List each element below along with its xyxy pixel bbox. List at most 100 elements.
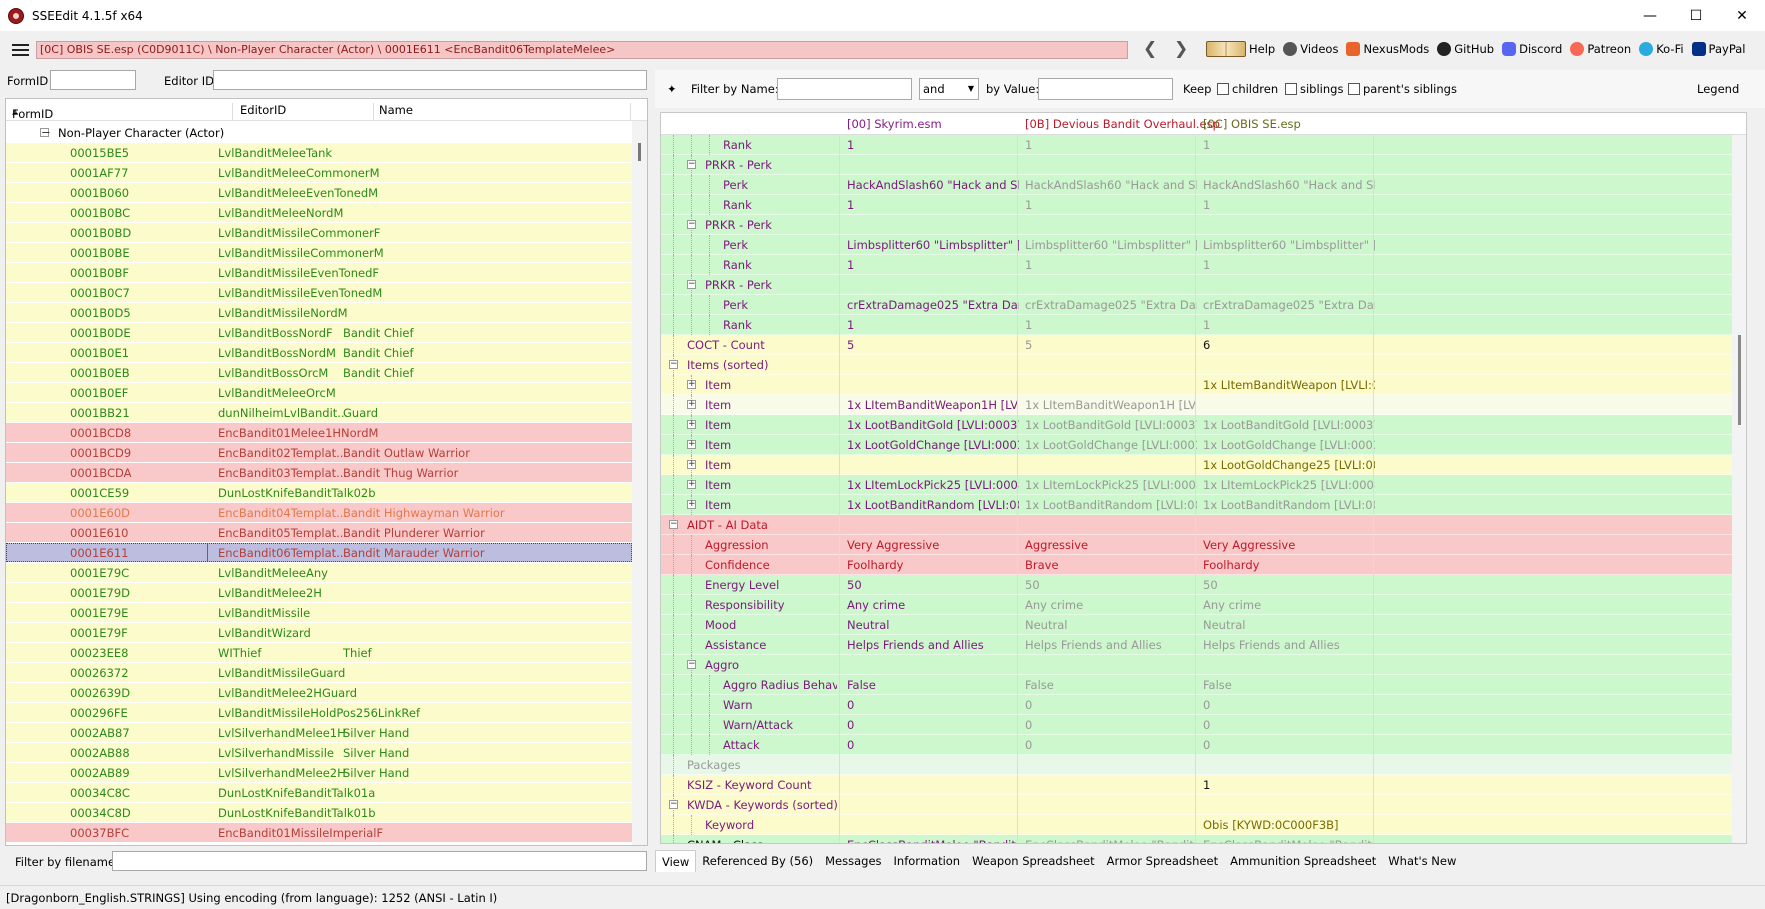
record-tree[interactable]: FormID ▲ EditorID Name − Non-Player Char… — [5, 98, 648, 846]
kofi-link[interactable]: Ko-Fi — [1639, 42, 1684, 56]
grid-row[interactable]: Energy Level 50 50 50 — [661, 575, 1746, 595]
col-formid[interactable]: FormID ▲ — [12, 107, 54, 121]
tree-row[interactable]: 00034C8C DunLostKnifeBanditTalk01a — [6, 783, 632, 803]
grid-row[interactable]: − KWDA - Keywords (sorted) — [661, 795, 1746, 815]
tree-row[interactable]: 0002AB88 LvlSilverhandMissile Silver Hand — [6, 743, 632, 763]
expand-icon[interactable]: + — [687, 419, 696, 429]
grid-row[interactable]: Rank 1 1 1 — [661, 315, 1746, 335]
grid-row[interactable]: + Item 1x LootGoldChange [LVLI:00037... 1x … — [661, 435, 1746, 455]
tree-group-row[interactable]: − Non-Player Character (Actor) — [6, 123, 632, 143]
grid-row[interactable]: Aggression Very Aggressive Aggressive Very … — [661, 535, 1746, 555]
collapse-icon[interactable]: − — [669, 359, 678, 369]
patreon-link[interactable]: Patreon — [1570, 42, 1631, 56]
grid-row[interactable]: + Item 1x LootBanditRandom [LVLI:0010... 1x… — [661, 495, 1746, 515]
tree-row[interactable]: 0001E79D LvlBanditMelee2H — [6, 583, 632, 603]
tree-row[interactable]: 0001B0BD LvlBanditMissileCommonerF — [6, 223, 632, 243]
grid-row[interactable]: + Item 1x LootBanditGold [LVLI:00037C2... 1… — [661, 415, 1746, 435]
tree-row[interactable]: 0001B060 LvlBanditMeleeEvenTonedM — [6, 183, 632, 203]
col-editorid[interactable]: EditorID — [240, 103, 287, 117]
maximize-button[interactable]: ☐ — [1689, 7, 1703, 24]
tree-row[interactable]: 0001B0BF LvlBanditMissileEvenTonedF — [6, 263, 632, 283]
tree-row[interactable]: 0002AB87 LvlSilverhandMelee1H Silver Hand — [6, 723, 632, 743]
editorid-input[interactable] — [213, 70, 647, 90]
tab-weapon-spreadsheet[interactable]: Weapon Spreadsheet — [972, 854, 1095, 868]
tree-row[interactable]: 0001BCD8 EncBandit01Melee1HNordM — [6, 423, 632, 443]
tree-row[interactable]: 00037BFC EncBandit01MissileImperialF — [6, 823, 632, 843]
grid-row[interactable]: Confidence Foolhardy Brave Foolhardy — [661, 555, 1746, 575]
collapse-icon[interactable]: − — [669, 799, 678, 809]
tree-row[interactable]: 00023EE8 WIThief Thief — [6, 643, 632, 663]
discord-link[interactable]: Discord — [1502, 42, 1562, 56]
grid-row[interactable]: Mood Neutral Neutral Neutral — [661, 615, 1746, 635]
tree-row[interactable]: 0001B0C7 LvlBanditMissileEvenTonedM — [6, 283, 632, 303]
tree-row[interactable]: 0001BCDA EncBandit03Templat... Bandit Thug… — [6, 463, 632, 483]
filter-value-input[interactable] — [1038, 78, 1173, 100]
grid-row[interactable]: + Item 1x LItemLockPick25 [LVLI:0008FF... 1… — [661, 475, 1746, 495]
pin-icon[interactable]: ✦ — [667, 82, 677, 96]
collapse-icon[interactable]: − — [687, 659, 696, 669]
grid-row[interactable]: − PRKR - Perk — [661, 155, 1746, 175]
tree-row[interactable]: 0001AF77 LvlBanditMeleeCommonerM — [6, 163, 632, 183]
tree-row[interactable]: 0001B0DE LvlBanditBossNordF Bandit Chief — [6, 323, 632, 343]
tree-row[interactable]: 0001E610 EncBandit05Templat... Bandit Plun… — [6, 523, 632, 543]
keep-parents-siblings-checkbox[interactable]: parent's siblings — [1348, 82, 1457, 96]
tab-what-s-new[interactable]: What's New — [1388, 854, 1457, 868]
grid-row[interactable]: + Item 1x LItemBanditWeapon1H [LVLI:... 1x … — [661, 395, 1746, 415]
filter-name-input[interactable] — [777, 78, 912, 100]
legend-button[interactable]: Legend — [1697, 82, 1740, 96]
grid-row[interactable]: Keyword Obis [KYWD:0C000F3B] — [661, 815, 1746, 835]
tree-row[interactable]: 00015BE5 LvlBanditMeleeTank — [6, 143, 632, 163]
grid-row[interactable]: − PRKR - Perk — [661, 275, 1746, 295]
tree-row[interactable]: 0001B0EF LvlBanditMeleeOrcM — [6, 383, 632, 403]
tree-row[interactable]: 0002AB89 LvlSilverhandMelee2H Silver Hand — [6, 763, 632, 783]
expand-icon[interactable]: + — [687, 399, 696, 409]
expand-icon[interactable]: + — [687, 379, 696, 389]
forward-arrow-icon[interactable]: ❯ — [1174, 39, 1189, 59]
back-arrow-icon[interactable]: ❮ — [1143, 39, 1158, 59]
tree-row[interactable]: 0001B0D5 LvlBanditMissileNordM — [6, 303, 632, 323]
tree-row[interactable]: 0002639D LvlBanditMelee2HGuard — [6, 683, 632, 703]
grid-row[interactable]: Perk crExtraDamage025 "Extra Damag... crEx… — [661, 295, 1746, 315]
col-name[interactable]: Name — [379, 103, 413, 117]
tree-row[interactable]: 0001E60D EncBandit04Templat... Bandit High… — [6, 503, 632, 523]
grid-row[interactable]: CNAM - Class EncClassBanditMelee "Bandit"… — [661, 835, 1746, 843]
tree-row[interactable]: 0001BCD9 EncBandit02Templat... Bandit Outl… — [6, 443, 632, 463]
close-button[interactable]: ✕ — [1736, 7, 1748, 24]
grid-row[interactable]: Aggro Radius Behavior False False False — [661, 675, 1746, 695]
tree-row[interactable]: 0001E79F LvlBanditWizard — [6, 623, 632, 643]
col-obis-esp[interactable]: [0C] OBIS SE.esp — [1203, 117, 1301, 131]
grid-row[interactable]: Perk HackAndSlash60 "Hack and Slas... Hack… — [661, 175, 1746, 195]
tab-armor-spreadsheet[interactable]: Armor Spreadsheet — [1106, 854, 1219, 868]
github-link[interactable]: GitHub — [1437, 42, 1494, 56]
collapse-icon[interactable]: − — [687, 279, 696, 289]
tree-row[interactable]: 0001B0BC LvlBanditMeleeNordM — [6, 203, 632, 223]
tree-row[interactable]: 0001E79C LvlBanditMeleeAny — [6, 563, 632, 583]
tree-row[interactable]: 0001B0BE LvlBanditMissileCommonerM — [6, 243, 632, 263]
grid-row[interactable]: + Item 1x LItemBanditWeapon [LVLI:000... — [661, 375, 1746, 395]
videos-link[interactable]: Videos — [1283, 42, 1338, 56]
grid-row[interactable]: COCT - Count 5 5 6 — [661, 335, 1746, 355]
tab-referenced-by-56[interactable]: Referenced By (56) — [702, 854, 814, 868]
nexusmods-link[interactable]: NexusMods — [1346, 42, 1429, 56]
collapse-icon[interactable]: − — [687, 159, 696, 169]
tree-row[interactable]: 0001CE59 DunLostKnifeBanditTalk02b — [6, 483, 632, 503]
grid-row[interactable]: Attack 0 0 0 — [661, 735, 1746, 755]
tree-row[interactable]: 000296FE LvlBanditMissileHoldPos256LinkRe… — [6, 703, 632, 723]
paypal-link[interactable]: PayPal — [1691, 42, 1745, 56]
tab-information[interactable]: Information — [893, 854, 961, 868]
filter-filename-input[interactable] — [112, 851, 647, 871]
tab-ammunition-spreadsheet[interactable]: Ammunition Spreadsheet — [1230, 854, 1377, 868]
grid-row[interactable]: Warn/Attack 0 0 0 — [661, 715, 1746, 735]
formid-input[interactable] — [50, 70, 136, 90]
tab-messages[interactable]: Messages — [825, 854, 882, 868]
tree-row[interactable]: 0001B0EB LvlBanditBossOrcM Bandit Chief — [6, 363, 632, 383]
grid-scrollbar[interactable] — [1732, 135, 1746, 843]
expand-icon[interactable]: + — [687, 499, 696, 509]
tab-view[interactable]: View — [655, 850, 697, 872]
grid-row[interactable]: Perk Limbsplitter60 "Limbsplitter" [PE...… — [661, 235, 1746, 255]
tree-scrollbar[interactable] — [632, 121, 647, 845]
expand-icon[interactable]: + — [687, 439, 696, 449]
col-skyrim-esm[interactable]: [00] Skyrim.esm — [847, 117, 942, 131]
menu-icon[interactable] — [12, 44, 29, 56]
collapse-icon[interactable]: − — [687, 219, 696, 229]
